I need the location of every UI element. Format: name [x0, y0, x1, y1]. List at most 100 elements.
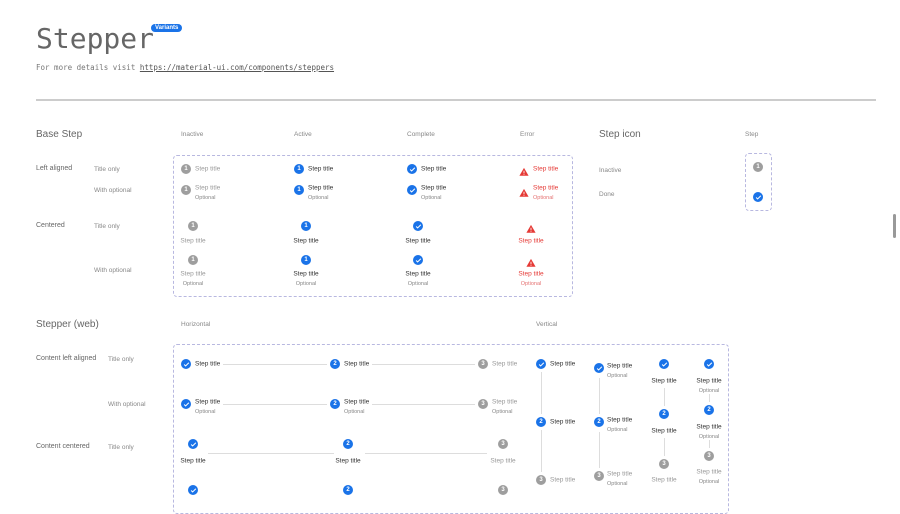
- warning-triangle-icon: [526, 255, 536, 273]
- step-number-active-icon: 2: [659, 409, 669, 419]
- step-connector: [372, 364, 475, 365]
- step-optional: Optional: [607, 373, 628, 379]
- warning-triangle-icon: [526, 221, 536, 239]
- step-optional: Optional: [195, 195, 216, 201]
- step-connector: [599, 378, 600, 414]
- docs-link[interactable]: https://material-ui.com/components/stepp…: [139, 63, 335, 72]
- web-heading: Stepper (web): [36, 319, 99, 330]
- group-content-centered: Content centered: [36, 443, 90, 450]
- step-title: Step title: [405, 237, 431, 245]
- step-optional: Optional: [520, 281, 542, 287]
- step-number-inactive-icon: 3: [478, 399, 488, 409]
- step-title: Step title: [607, 362, 633, 370]
- row-inactive: Inactive: [599, 167, 622, 174]
- row-title-only: Title only: [108, 356, 134, 363]
- subtitle-text: For more details visit: [36, 63, 140, 72]
- step-connector: [223, 364, 327, 365]
- row-title-only: Title only: [94, 223, 120, 230]
- base-step-frame: [173, 155, 573, 297]
- step-title: Step title: [490, 457, 516, 465]
- step-title: Step title: [518, 270, 544, 278]
- group-centered: Centered: [36, 222, 65, 229]
- step-title: Step title: [405, 270, 431, 278]
- step-connector: [709, 394, 710, 402]
- col-inactive: Inactive: [181, 131, 204, 138]
- step-optional: Optional: [421, 195, 442, 201]
- step-title: Step title: [344, 398, 370, 406]
- divider: [36, 99, 876, 101]
- step-title: Step title: [180, 237, 206, 245]
- step-number-active-icon: 1: [301, 255, 311, 265]
- row-with-optional: With optional: [108, 401, 146, 408]
- check-circle-icon: [594, 363, 604, 373]
- check-circle-icon: [181, 399, 191, 409]
- row-with-optional: With optional: [94, 267, 132, 274]
- step-title: Step title: [696, 423, 722, 431]
- step-title: Step title: [293, 270, 319, 278]
- warning-triangle-icon: [519, 185, 529, 203]
- step-title: Step title: [550, 476, 576, 484]
- step-title: Step title: [518, 237, 544, 245]
- step-connector: [664, 438, 665, 456]
- step-number-inactive-icon: 3: [478, 359, 488, 369]
- warning-triangle-icon: [519, 164, 529, 182]
- step-connector: [365, 453, 487, 454]
- step-optional: Optional: [182, 281, 204, 287]
- step-number-active-icon: 2: [536, 417, 546, 427]
- col-error: Error: [520, 131, 535, 138]
- base-step-heading: Base Step: [36, 129, 83, 140]
- step-title: Step title: [533, 165, 559, 173]
- step-title: Step title: [651, 427, 677, 435]
- step-optional: Optional: [607, 427, 628, 433]
- step-number-inactive-icon: 1: [188, 255, 198, 265]
- step-title: Step title: [651, 377, 677, 385]
- step-title: Step title: [180, 457, 206, 465]
- step-connector: [541, 430, 542, 472]
- step-connector: [599, 432, 600, 468]
- step-title: Step title: [195, 398, 221, 406]
- row-with-optional: With optional: [94, 187, 132, 194]
- step-number-active-icon: 2: [330, 399, 340, 409]
- step-title: Step title: [696, 377, 722, 385]
- col-active: Active: [294, 131, 312, 138]
- step-title: Step title: [492, 398, 518, 406]
- group-left-aligned: Left aligned: [36, 165, 73, 172]
- step-title: Step title: [492, 360, 518, 368]
- scrollbar-thumb[interactable]: [893, 214, 896, 238]
- step-number-active-icon: 1: [294, 164, 304, 174]
- step-number-active-icon: 2: [704, 405, 714, 415]
- step-number-inactive-icon: 1: [181, 164, 191, 174]
- group-content-left: Content left aligned: [36, 355, 97, 362]
- step-number-inactive-icon: 3: [536, 475, 546, 485]
- step-title: Step title: [421, 165, 447, 173]
- step-optional: Optional: [698, 479, 720, 485]
- step-title: Step title: [550, 418, 576, 426]
- check-circle-icon: [413, 221, 423, 231]
- page-title: Stepper: [36, 22, 155, 55]
- step-title: Step title: [651, 476, 677, 484]
- step-title: Step title: [607, 416, 633, 424]
- step-number-active-icon: 2: [330, 359, 340, 369]
- step-optional: Optional: [308, 195, 329, 201]
- step-number-active-icon: 2: [343, 485, 353, 495]
- col-vertical: Vertical: [536, 321, 558, 328]
- check-circle-icon: [753, 192, 763, 202]
- step-optional: Optional: [607, 481, 628, 487]
- step-number-active-icon: 1: [294, 185, 304, 195]
- step-number-active-icon: 2: [594, 417, 604, 427]
- check-circle-icon: [407, 164, 417, 174]
- check-circle-icon: [704, 359, 714, 369]
- step-connector: [664, 388, 665, 406]
- step-title: Step title: [533, 184, 559, 192]
- page-subtitle: For more details visit https://material-…: [36, 63, 334, 72]
- step-optional: Optional: [407, 281, 429, 287]
- step-title: Step title: [195, 184, 221, 192]
- step-title: Step title: [335, 457, 361, 465]
- step-number-inactive-icon: 1: [188, 221, 198, 231]
- step-icon-heading: Step icon: [599, 129, 641, 140]
- row-done: Done: [599, 191, 615, 198]
- step-title: Step title: [308, 165, 334, 173]
- step-number-inactive-icon: 3: [659, 459, 669, 469]
- step-number-active-icon: 2: [343, 439, 353, 449]
- step-title: Step title: [550, 360, 576, 368]
